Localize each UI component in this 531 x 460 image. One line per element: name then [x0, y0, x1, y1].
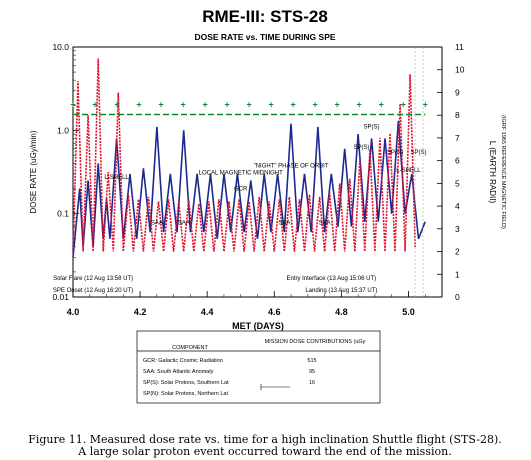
night-phase-marker: + [335, 99, 340, 109]
annotation-label: LOCAL MAGNETIC MIDNIGHT [199, 170, 283, 176]
chart-subtitle: DOSE RATE vs. TIME DURING SPE [194, 32, 335, 42]
annotation-label: SAA [278, 220, 290, 226]
night-phase-marker: + [246, 99, 251, 109]
x-tick-label: 4.6 [268, 307, 281, 317]
y2-tick-label: 2 [455, 247, 460, 257]
annotations: L-SHELL L-SHELL LOCAL MAGNETIC MIDNIGHT"NI… [53, 125, 427, 294]
x-tick-label: 5.0 [402, 307, 415, 317]
night-phase-marker: + [92, 99, 97, 109]
x-tick-label: 4.4 [201, 307, 214, 317]
y2-tick-label: 1 [455, 269, 460, 279]
figure-caption-line2: A large solar proton event occurred towa… [77, 445, 451, 458]
annotation-label: SAA [151, 220, 163, 226]
night-phase-marker: + [313, 99, 318, 109]
annotation-label: SAA [319, 220, 331, 226]
annotation-label: Landing (13 Aug 15:37 UT) [305, 288, 377, 294]
chart-title: RME-III: STS-28 [202, 7, 328, 26]
table-row-component: GCR: Galactic Cosmic Radiation [143, 358, 223, 364]
x-axis-label: MET (DAYS) [232, 321, 284, 331]
table-rows: GCR: Galactic Cosmic Radiation 515 SAA: So… [143, 358, 317, 397]
x-tick-label: 4.2 [134, 307, 147, 317]
table-header-contrib: MISSION DOSE CONTRIBUTIONS (uGy [265, 339, 366, 345]
annotation-label: Solar Flare (12 Aug 13:58 UT) [53, 276, 133, 282]
night-phase-marker: + [158, 99, 163, 109]
y-tick-label: 0.1 [57, 209, 69, 219]
y2-tick-label: 8 [455, 110, 460, 120]
annotation-label: L-SHELL [396, 168, 421, 174]
night-phase-marker: + [180, 99, 185, 109]
series-group: + + + + + + + + + + + + + + + + + [70, 58, 428, 258]
y-axis-label: DOSE RATE (uGy/min) [29, 130, 38, 213]
annotation-label: SP(S) [364, 125, 380, 131]
y-tick-label: 0.01 [52, 292, 69, 302]
x-tick-label: 4.0 [67, 307, 80, 317]
annotation-label: SP(S) [353, 145, 369, 151]
figure-caption-line1: Figure 11. Measured dose rate vs. time f… [28, 433, 502, 446]
night-phase-marker: + [357, 99, 362, 109]
night-phase-marker: + [114, 99, 119, 109]
y-tick-label: 10.0 [52, 42, 69, 52]
y-tick-label: 1.0 [57, 125, 69, 135]
y-axis: 10.0 1.0 0.1 0.01 [52, 42, 79, 302]
y2-tick-label: 3 [455, 224, 460, 234]
night-phase-marker: + [291, 99, 296, 109]
y2-axis-label: L (EARTH RADII) [488, 141, 497, 204]
y2-tick-label: 10 [455, 65, 465, 75]
y2-axis-sublabel: (IGRF 1965 REFERENCE MAGNETIC FIELD) [500, 115, 506, 229]
x-tick-label: 4.8 [335, 307, 348, 317]
night-phase-marker: + [379, 99, 384, 109]
night-phase-marker: + [268, 99, 273, 109]
y2-tick-label: 7 [455, 133, 460, 143]
dose-rate-line [72, 120, 426, 258]
table-row-component: SAA: South Atlantic Anomaly [143, 369, 214, 375]
night-phase-marker: + [224, 99, 229, 109]
x-axis: 4.0 4.2 4.4 4.6 4.8 5.0 [67, 291, 443, 317]
table-row-value: 95 [309, 369, 315, 375]
annotation-label: SP(N) [387, 150, 403, 156]
annotation-label: Entry Interface (13 Aug 15:06 UT) [286, 276, 376, 282]
y2-tick-label: 4 [455, 201, 460, 211]
table-row-component: SP(S): Solar Protons, Southern Lat [143, 380, 229, 386]
night-phase-marker: + [136, 99, 141, 109]
dose-contribution-table: COMPONENT MISSION DOSE CONTRIBUTIONS (uG… [136, 330, 381, 404]
annotation-label: SPE Onset (12 Aug 16:20 UT) [53, 288, 133, 294]
y2-tick-label: 5 [455, 178, 460, 188]
annotation-label: SP(S) [411, 150, 427, 156]
y2-tick-label: 9 [455, 87, 460, 97]
table-frame [136, 330, 381, 404]
table-row-value: 16 [309, 380, 315, 386]
annotation-label: L-SHELL [104, 175, 129, 181]
annotation-label: GCR [234, 186, 248, 192]
annotation-label: "NIGHT" PHASE OF ORBIT [254, 163, 329, 169]
night-phase-marker: + [202, 99, 207, 109]
l-shell-line [72, 58, 416, 252]
night-phase-marker: + [70, 99, 75, 109]
annotation-label: SAA [178, 220, 190, 226]
night-phase-marker: + [401, 99, 406, 109]
table-row-value: 515 [307, 358, 316, 364]
y2-tick-label: 0 [455, 292, 460, 302]
y2-tick-label: 11 [455, 42, 464, 52]
y2-tick-label: 6 [455, 156, 460, 166]
table-row-component: SP(N): Solar Protons, Northern Lat [143, 391, 228, 397]
table-header-component: COMPONENT [172, 345, 208, 351]
night-phase-marker: + [423, 99, 428, 109]
